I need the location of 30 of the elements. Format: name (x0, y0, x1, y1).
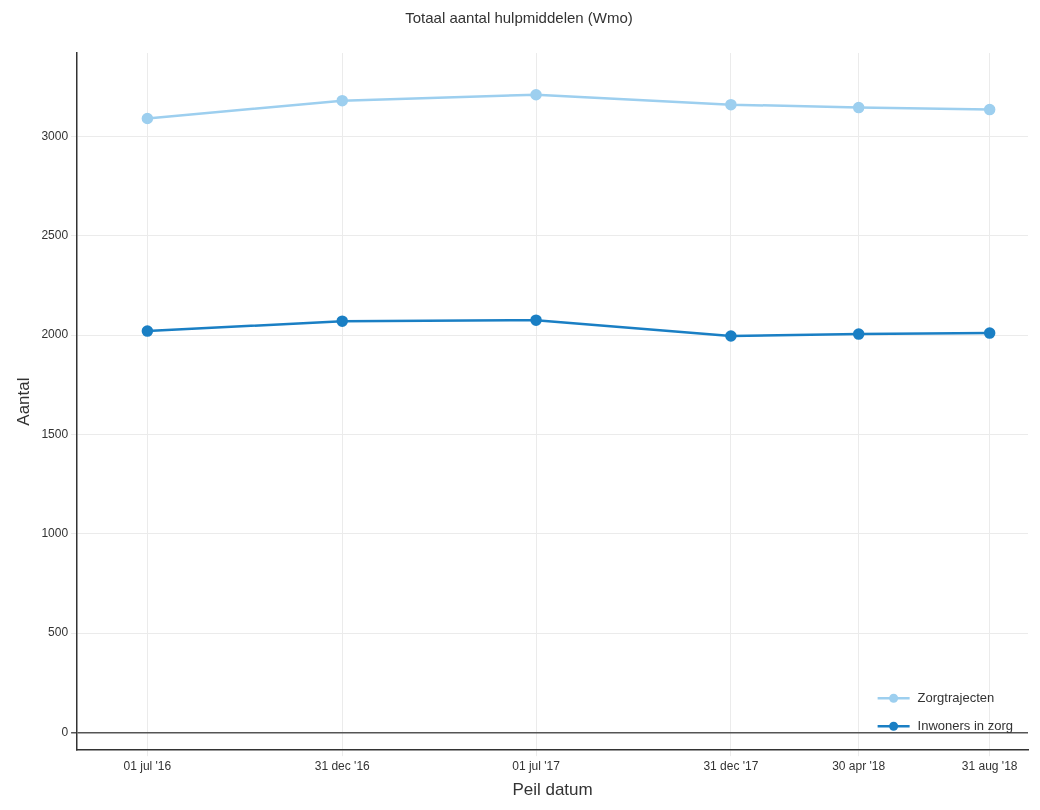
x-tick-label: 31 aug '18 (961, 758, 1018, 773)
point (336, 94, 348, 107)
y-tick-label: 500 (48, 625, 69, 640)
x-tick-label: 30 apr '18 (832, 758, 886, 773)
y-tick-label: 1000 (41, 526, 69, 540)
point (530, 314, 542, 326)
x-tick-label: 31 dec '16 (314, 758, 371, 773)
point (983, 103, 996, 116)
point (530, 88, 542, 101)
y-tick-label: 1500 (41, 426, 69, 441)
point (983, 327, 996, 339)
x-tick-label: 01 jul '16 (123, 758, 172, 773)
point (336, 315, 348, 327)
point (725, 98, 737, 111)
x-axis-title: Peil datum (512, 780, 593, 800)
chart-title: Totaal aantal hulpmiddelen (Wmo) (405, 9, 633, 27)
y-tick-label: 3000 (41, 128, 69, 143)
point (141, 112, 154, 125)
point (852, 101, 865, 114)
point (852, 328, 865, 340)
legend-label: Inwoners in zorg (917, 717, 1014, 733)
legend-label: Zorgtrajecten (917, 689, 995, 705)
x-tick-label: 31 dec '17 (703, 758, 759, 773)
y-tick-label: 2000 (41, 327, 69, 342)
point (725, 330, 737, 342)
y-tick-label: 2500 (41, 228, 69, 243)
y-axis-title: Aantal (13, 377, 33, 426)
y-tick-label: 0 (61, 724, 69, 739)
x-tick-label: 01 jul '17 (512, 758, 561, 773)
point (141, 325, 154, 337)
